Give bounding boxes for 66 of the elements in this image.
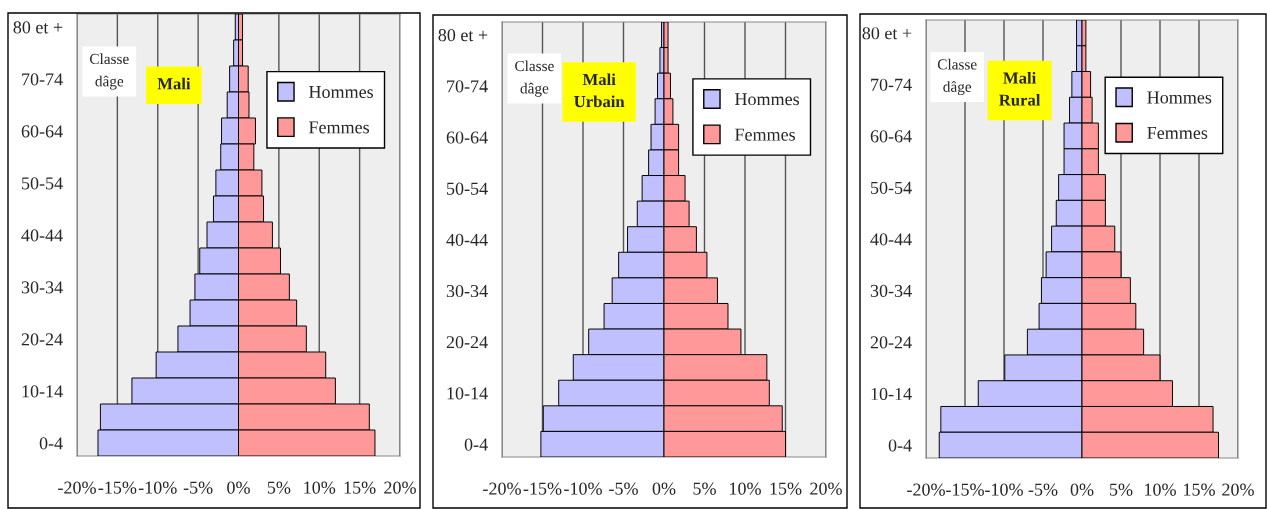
- legend-label: Femmes: [734, 128, 795, 141]
- y-tick-label: 80 et +: [862, 27, 912, 40]
- x-tick-label: 15%: [1184, 483, 1215, 496]
- x-tick-label: -5%: [609, 482, 638, 495]
- text: Mali Rural: [999, 71, 1041, 106]
- y-tick-label: 30-34: [21, 281, 63, 294]
- x-tick-label: 10%: [730, 482, 761, 495]
- x-tick-label: 20%: [810, 482, 842, 495]
- y-axis-title: Classe dâge: [937, 58, 977, 96]
- x-tick-label: 10%: [1145, 483, 1176, 496]
- x-tick-label: -15%: [98, 481, 137, 494]
- x-tick-label: -10%: [985, 483, 1023, 496]
- x-tick-label: 15%: [770, 482, 802, 495]
- x-tick-label: 0%: [652, 482, 676, 495]
- y-tick-label: 40-44: [21, 229, 63, 242]
- y-tick-label: 20-24: [446, 336, 488, 349]
- x-tick-label: 5%: [1110, 483, 1133, 496]
- y-tick-label: 10-14: [871, 387, 912, 401]
- y-tick-label: 50-54: [22, 177, 63, 190]
- y-tick-label: 20-24: [870, 336, 912, 349]
- y-tick-label: 80 et +: [13, 21, 63, 34]
- y-tick-label: 10-14: [447, 387, 488, 400]
- y-tick-label: 0-4: [39, 437, 63, 450]
- x-tick-label: -5%: [1028, 483, 1058, 496]
- y-tick-label: 40-44: [446, 233, 488, 246]
- legend-label: Femmes: [309, 121, 370, 134]
- y-tick-label: 0-4: [464, 438, 488, 451]
- y-tick-label: 50-54: [447, 182, 488, 195]
- y-tick-label: 60-64: [21, 125, 63, 138]
- x-tick-label: -10%: [564, 482, 602, 495]
- y-tick-label: 80 et +: [438, 29, 488, 42]
- x-tick-label: 10%: [304, 481, 336, 494]
- x-tick-label: -5%: [183, 481, 213, 494]
- x-tick-label: 15%: [344, 481, 376, 494]
- y-tick-label: 70-74: [871, 78, 912, 91]
- y-axis-title: Classe dâge: [515, 60, 554, 97]
- x-tick-label: -15%: [946, 483, 984, 496]
- x-tick-label: -10%: [138, 481, 177, 494]
- x-tick-label: -20%: [483, 482, 521, 495]
- text: Mali Urbain: [574, 73, 625, 108]
- x-tick-label: -15%: [523, 482, 562, 495]
- x-tick-label: 20%: [384, 481, 416, 494]
- x-tick-label: 5%: [693, 482, 716, 495]
- x-tick-label: 20%: [1222, 483, 1254, 496]
- x-tick-label: 0%: [227, 481, 250, 494]
- legend-label: Hommes: [1147, 91, 1212, 104]
- legend-label: Hommes: [309, 86, 374, 99]
- x-tick-label: 5%: [267, 481, 291, 494]
- y-tick-label: 30-34: [446, 284, 488, 298]
- y-tick-label: 70-74: [22, 73, 63, 86]
- x-tick-label: -20%: [907, 483, 945, 496]
- y-tick-label: 60-64: [870, 130, 912, 143]
- x-tick-label: 0%: [1070, 483, 1094, 496]
- text: Mali: [157, 77, 191, 90]
- y-tick-label: 40-44: [870, 233, 912, 246]
- y-tick-label: 30-34: [870, 284, 912, 297]
- y-tick-label: 50-54: [871, 181, 912, 194]
- y-tick-label: 20-24: [21, 333, 63, 346]
- y-tick-label: 60-64: [446, 131, 488, 144]
- y-tick-label: 10-14: [22, 385, 63, 398]
- legend-label: Femmes: [1147, 127, 1208, 140]
- y-tick-label: 70-74: [447, 80, 488, 93]
- x-tick-label: -20%: [58, 481, 96, 494]
- y-axis-title: Classe dâge: [89, 53, 129, 90]
- legend-label: Hommes: [734, 93, 799, 106]
- y-tick-label: 0-4: [888, 439, 912, 452]
